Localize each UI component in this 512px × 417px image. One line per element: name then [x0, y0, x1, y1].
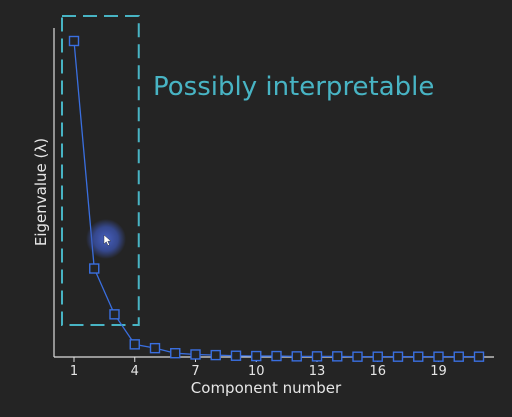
data-point-marker	[149, 342, 161, 354]
interpretable-region-box	[61, 15, 140, 326]
x-tick-label: 13	[309, 364, 326, 379]
x-ticks: 1 4 7 10 13 16 19	[70, 357, 447, 379]
x-tick-label: 1	[70, 364, 78, 379]
data-point-marker	[230, 350, 242, 361]
x-tick-label: 4	[131, 364, 139, 379]
data-point-marker	[372, 351, 383, 362]
data-point-marker	[291, 351, 302, 362]
x-axis-label: Component number	[191, 379, 342, 397]
data-point-marker	[473, 351, 485, 362]
annotation-label: Possibly interpretable	[153, 72, 434, 102]
data-point-marker	[89, 263, 100, 274]
data-point-marker	[311, 351, 323, 362]
data-point-marker	[453, 351, 464, 362]
data-point-marker	[170, 348, 181, 359]
data-point-marker	[190, 349, 201, 360]
cursor-highlight	[86, 219, 126, 259]
data-point-marker	[109, 309, 120, 320]
data-point-marker	[352, 351, 363, 362]
data-point-marker	[392, 351, 404, 362]
series-eigenvalues	[68, 35, 485, 362]
data-point-marker	[68, 35, 80, 47]
data-point-marker	[433, 351, 444, 362]
data-point-marker	[129, 339, 140, 350]
data-point-marker	[332, 351, 343, 362]
y-axis-label: Eigenvalue (λ)	[32, 138, 50, 246]
data-point-marker	[271, 350, 282, 362]
data-point-marker	[413, 351, 424, 362]
x-tick-label: 19	[430, 364, 447, 379]
mouse-pointer-icon	[103, 234, 112, 246]
x-tick-label: 10	[248, 364, 265, 379]
data-point-marker	[210, 349, 221, 361]
data-point-marker	[251, 350, 262, 362]
x-tick-label: 7	[191, 364, 199, 379]
x-tick-label: 16	[369, 364, 386, 379]
